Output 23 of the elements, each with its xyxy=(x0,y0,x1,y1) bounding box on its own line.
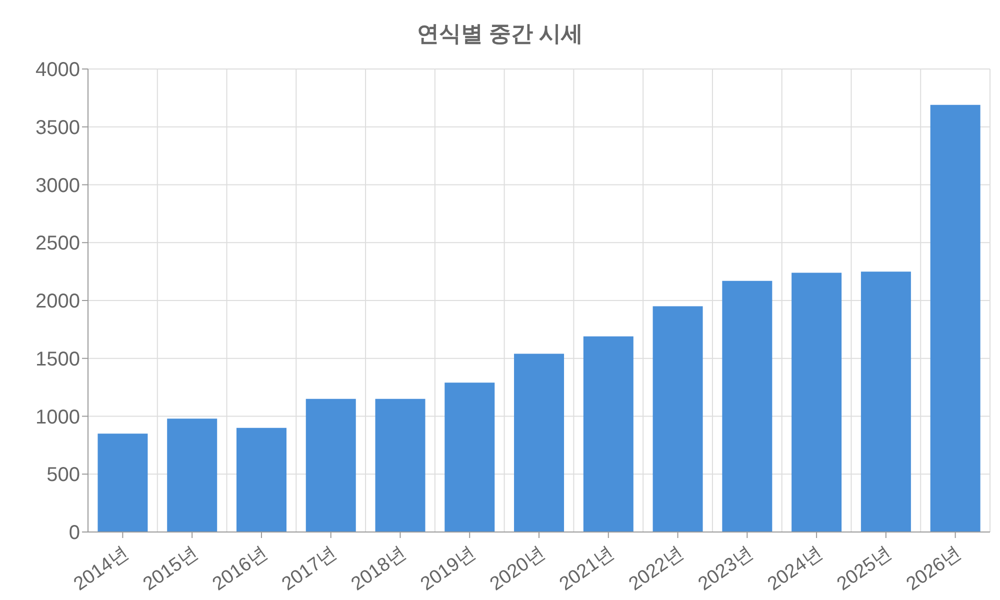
bar xyxy=(98,434,148,532)
bar xyxy=(583,336,634,532)
bar xyxy=(860,272,911,532)
bar xyxy=(792,272,842,532)
bar xyxy=(375,398,426,532)
y-tick-label: 4000 xyxy=(36,59,80,82)
bar xyxy=(306,398,356,532)
y-tick-label: 3000 xyxy=(36,174,80,197)
bar xyxy=(167,418,218,532)
bar xyxy=(722,280,772,532)
bar xyxy=(930,104,980,532)
y-tick-label: 500 xyxy=(46,464,80,486)
y-tick-label: 0 xyxy=(68,522,80,544)
bar xyxy=(444,382,495,532)
bar xyxy=(652,306,703,532)
y-tick-label: 1500 xyxy=(36,348,80,370)
y-tick-label: 3500 xyxy=(36,116,80,139)
y-tick-label: 1000 xyxy=(36,406,80,428)
bar xyxy=(236,428,286,532)
y-tick-label: 2500 xyxy=(36,232,80,255)
bar xyxy=(514,354,564,532)
chart-title: 연식별 중간 시세 xyxy=(416,20,584,48)
y-tick-label: 2000 xyxy=(36,290,80,313)
